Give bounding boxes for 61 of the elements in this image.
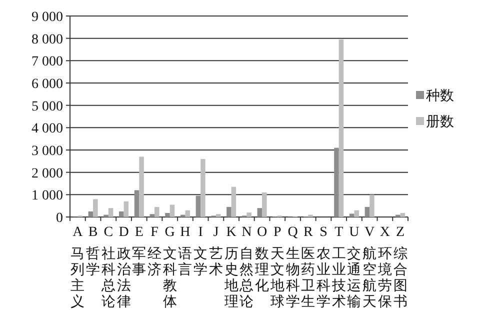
bar xyxy=(354,210,359,217)
legend-label: 册数 xyxy=(426,114,454,130)
x-tick-label: X环境劳保 xyxy=(376,225,392,310)
x-tick-label: J艺术 xyxy=(208,225,223,278)
bar xyxy=(154,206,160,217)
x-tick-label: T工业技术 xyxy=(330,225,346,310)
y-tick-label: 4 000 xyxy=(32,122,63,137)
y-tick-label: 8 000 xyxy=(32,32,63,48)
bar xyxy=(370,194,374,217)
legend-label: 种数 xyxy=(426,88,454,104)
y-tick-label: 3 000 xyxy=(32,144,63,159)
bar xyxy=(139,156,144,217)
bar xyxy=(231,186,236,217)
y-tick-label: 6 000 xyxy=(32,77,63,92)
bar xyxy=(262,192,267,217)
bar xyxy=(134,190,140,217)
x-tick-label: Q生物科学 xyxy=(286,225,300,310)
bar xyxy=(400,212,406,217)
bar xyxy=(88,211,94,217)
bar xyxy=(338,39,344,217)
y-tick-label: 0 xyxy=(56,211,63,226)
bar xyxy=(150,214,154,217)
bar xyxy=(119,211,124,217)
bar xyxy=(170,204,175,217)
x-tick-label: P天文地球 xyxy=(269,225,284,310)
bar xyxy=(216,214,221,217)
y-tick-label: 9 000 xyxy=(32,10,63,25)
x-tick-label: S农业科学 xyxy=(316,225,330,310)
bar xyxy=(196,196,201,217)
bar xyxy=(185,210,190,217)
x-tick-label: U交通运输 xyxy=(347,225,362,310)
y-tick-label: 2 000 xyxy=(32,166,63,182)
x-tick-label: A马列主义 xyxy=(70,225,85,310)
x-tick-label: B哲学 xyxy=(86,225,100,278)
x-tick-label: I文学 xyxy=(194,225,208,278)
x-tick-label: Z综合图书 xyxy=(393,225,408,310)
bar xyxy=(165,212,170,217)
bar xyxy=(257,208,262,217)
x-tick-label: E军事 xyxy=(132,225,146,278)
y-tick-label: 7 000 xyxy=(32,54,63,70)
bar xyxy=(349,214,354,217)
bar xyxy=(124,201,129,217)
x-tick-label: V航空航天 xyxy=(362,225,377,310)
y-tick-label: 1 000 xyxy=(32,188,63,204)
bar xyxy=(108,208,114,217)
bar xyxy=(334,148,339,217)
bar xyxy=(246,212,252,217)
bar xyxy=(93,199,98,217)
x-tick-label: D政治法律 xyxy=(116,225,131,310)
x-tick-label: F经济 xyxy=(148,225,162,278)
bar xyxy=(226,206,232,217)
x-tick-label: H语言 xyxy=(178,225,192,278)
x-tick-label: G文科教体 xyxy=(162,225,177,310)
y-tick-label: 5 000 xyxy=(32,99,63,114)
x-tick-label: K历史地理 xyxy=(223,225,238,310)
x-tick-label: C社科总论 xyxy=(100,225,116,310)
x-tick-label: R医药卫生 xyxy=(301,225,316,310)
bar xyxy=(200,158,206,217)
x-tick-label: N自然总论 xyxy=(238,225,254,310)
bar xyxy=(364,206,370,217)
x-tick-label: O数理化 xyxy=(255,225,270,294)
